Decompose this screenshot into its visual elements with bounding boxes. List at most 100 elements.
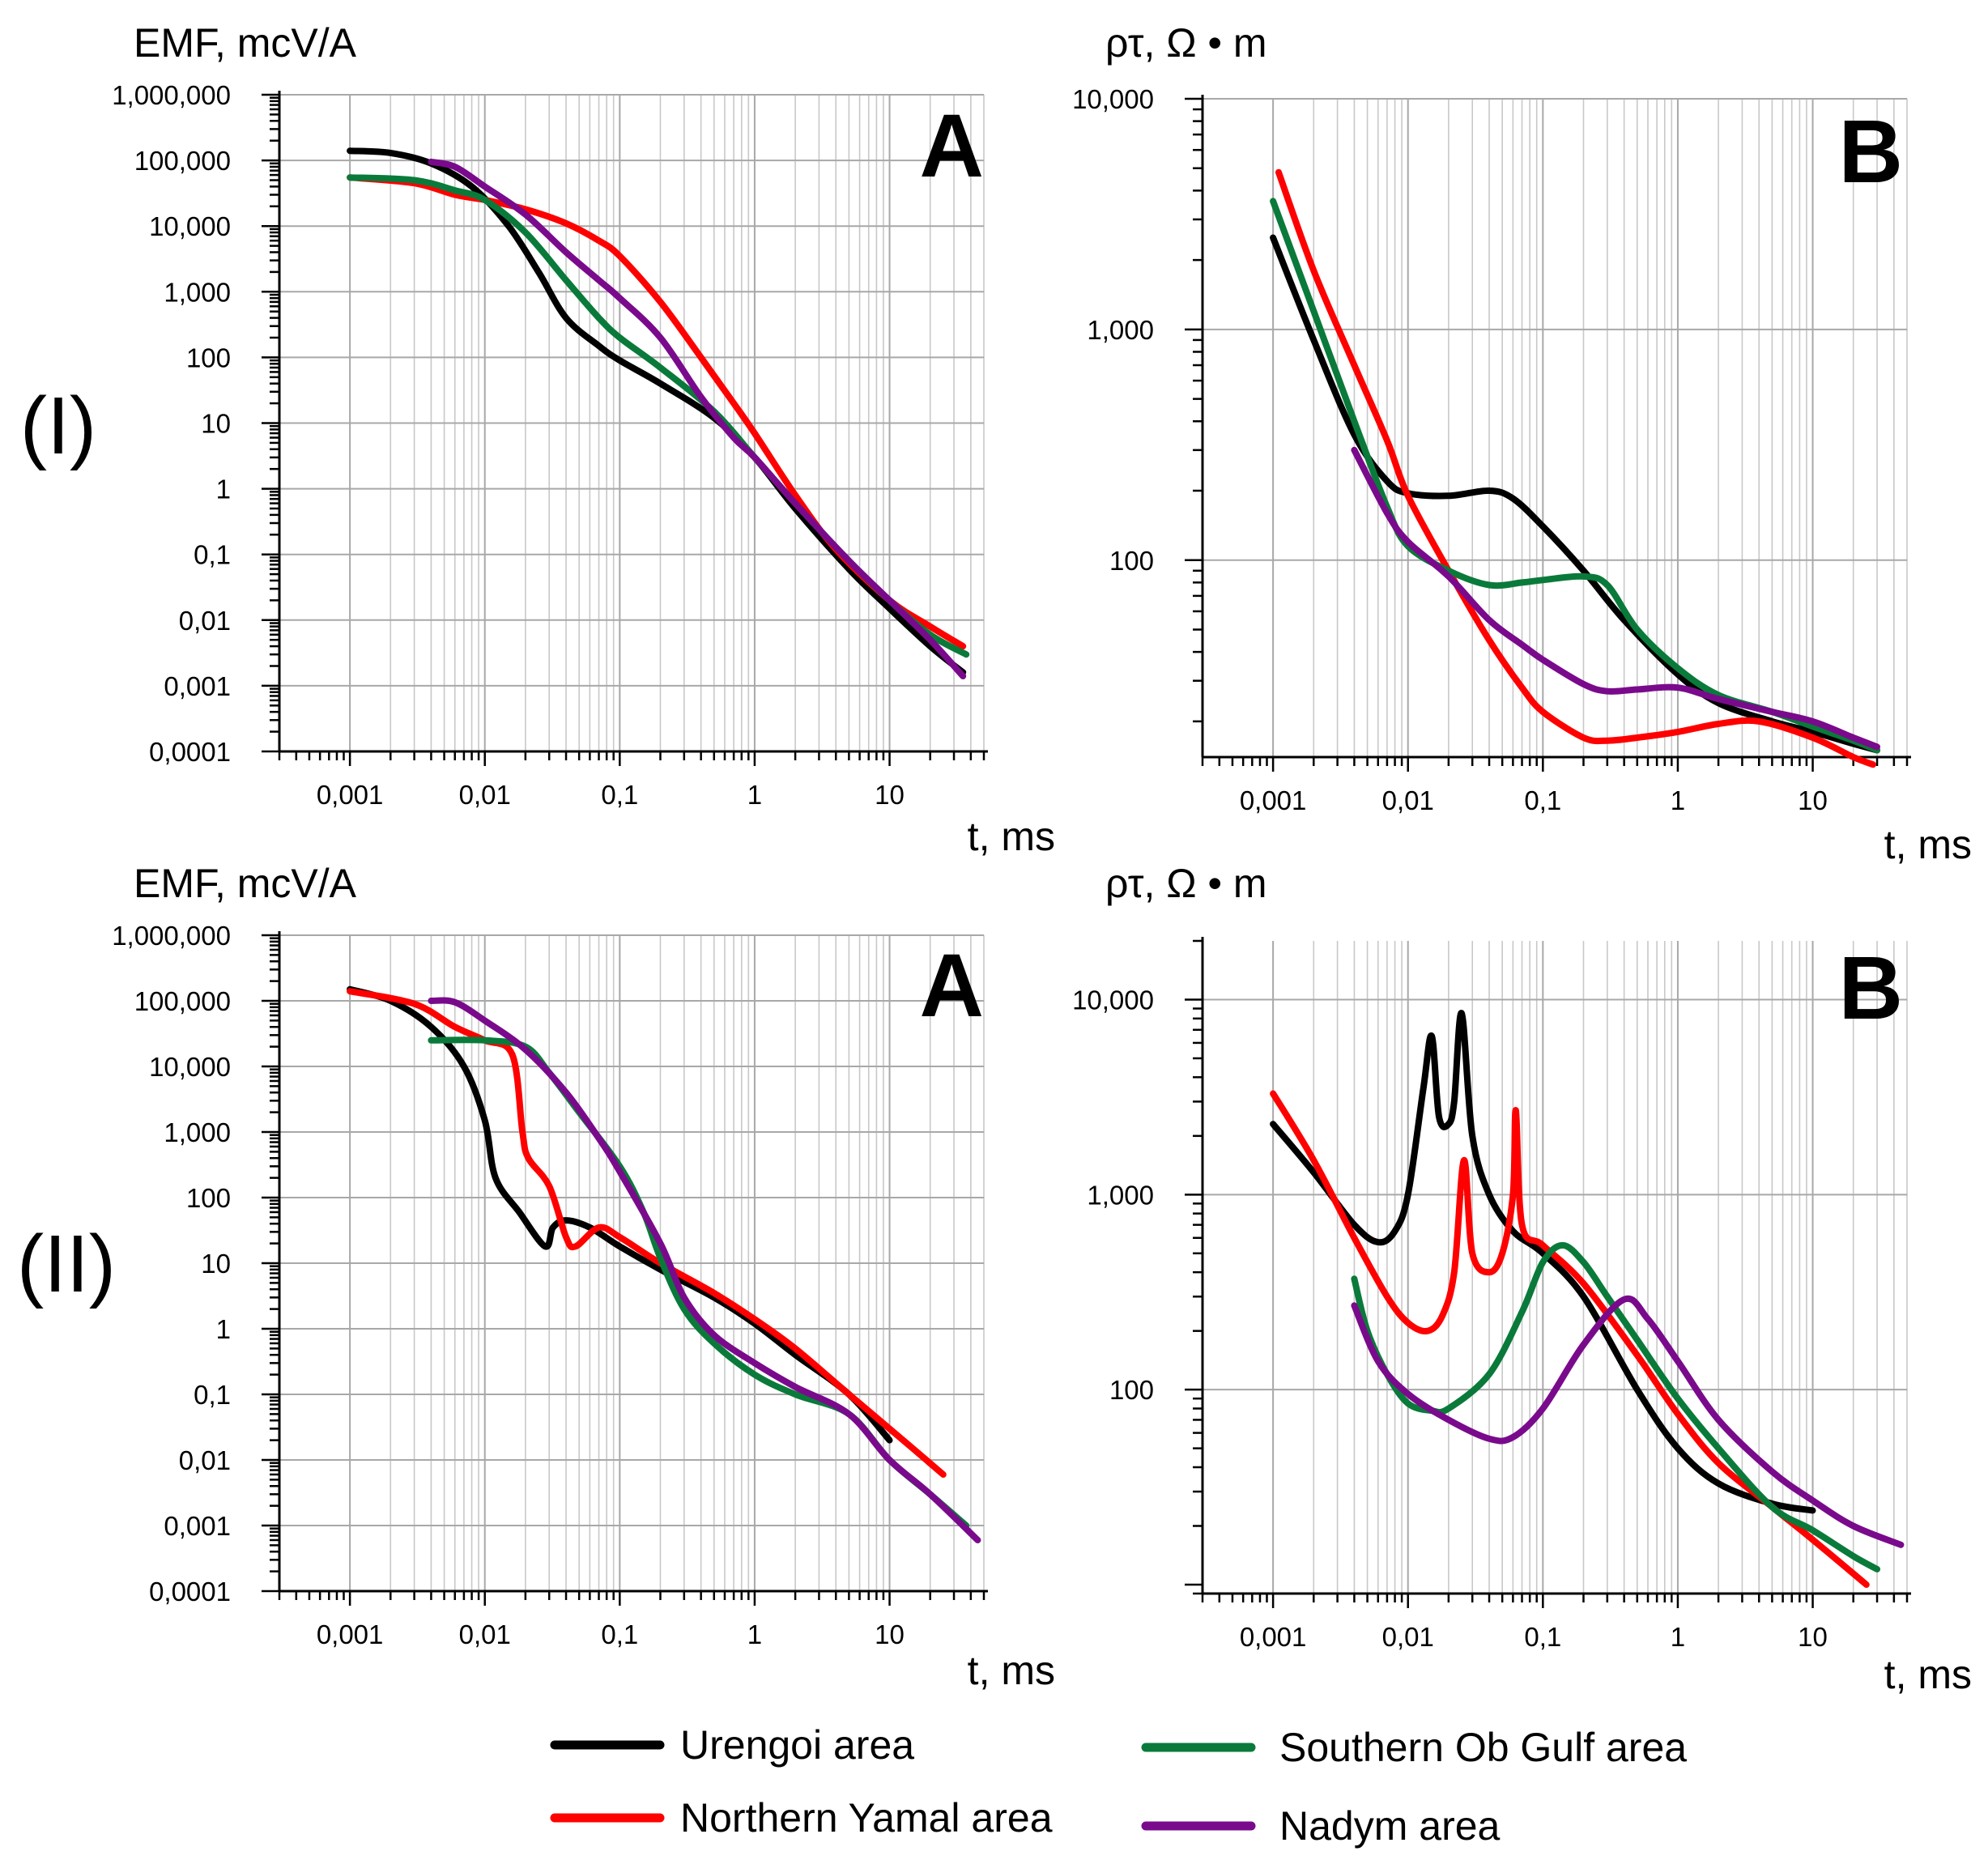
series-line-urengoi	[1270, 234, 1880, 754]
chart-series	[1270, 1010, 1905, 1588]
y-tick-label: 0,001	[164, 671, 231, 701]
x-tick-label: 10	[875, 780, 905, 810]
chart-axes: 0,001 0,01 0,1 1 10 0,0001 0,001 0,01 0,1 1 10 100 1…	[112, 921, 988, 1649]
legend-label-northern-yamal: Northern Yamal area	[680, 1795, 1053, 1841]
y-tick-label: 0,1	[194, 1380, 231, 1410]
x-tick-label: 0,1	[1524, 785, 1561, 815]
row-label-II: (II)	[17, 1219, 116, 1309]
y-axis-title: EMF, mcV/A	[134, 20, 357, 66]
x-tick-label: 1	[1671, 1622, 1685, 1652]
chart-axes: 0,001 0,01 0,1 1 10 100 1,000 10,000	[1072, 937, 1911, 1652]
series-line-nyamal	[1270, 1090, 1870, 1588]
y-tick-label: 1	[216, 475, 231, 504]
x-tick-label: 10	[1798, 785, 1828, 815]
y-tick-label: 0,0001	[149, 1577, 231, 1607]
y-tick-label: 0,01	[179, 606, 231, 636]
series-line-urengoi	[1270, 1010, 1816, 1514]
series-line-nadym	[428, 997, 981, 1543]
series-line-nadym	[428, 158, 967, 679]
y-tick-label: 1,000	[164, 277, 231, 307]
panel-letter: A	[920, 936, 984, 1036]
chart-panel-I-A: 0,001 0,01 0,1 1 10 0,0001 0,001 0,01 0,1 1 10 100 1…	[112, 20, 1055, 859]
legend-label-southern-ob-gulf: Southern Ob Gulf area	[1279, 1725, 1687, 1770]
series-line-nyamal	[347, 174, 967, 650]
chart-series	[347, 985, 981, 1543]
x-tick-label: 0,1	[601, 780, 638, 810]
x-tick-label: 0,001	[1240, 1622, 1307, 1652]
series-line-nadym	[1351, 1295, 1905, 1548]
y-axis-title: ρτ, Ω • m	[1105, 861, 1267, 906]
series-line-nyamal	[347, 988, 947, 1478]
legend-item-nadym: Nadym area	[1141, 1803, 1501, 1849]
y-tick-label: 100,000	[134, 986, 231, 1016]
y-tick-label: 1,000	[1087, 1180, 1154, 1210]
y-tick-label: 1,000,000	[112, 80, 231, 110]
y-tick-label: 10,000	[1072, 985, 1154, 1015]
legend-label-urengoi: Urengoi area	[680, 1722, 914, 1768]
y-tick-label: 100	[186, 1183, 231, 1213]
x-axis-title: t, ms	[968, 1648, 1055, 1693]
y-tick-label: 1,000	[164, 1117, 231, 1147]
chart-grid	[1203, 98, 1908, 757]
x-tick-label: 0,001	[1240, 785, 1307, 815]
legend-item-urengoi: Urengoi area	[550, 1722, 914, 1768]
y-tick-label: 0,001	[164, 1511, 231, 1541]
x-tick-label: 0,01	[459, 780, 511, 810]
chart-axes: 0,001 0,01 0,1 1 10 100 1,000 10,000	[1072, 84, 1911, 815]
x-tick-label: 0,01	[1382, 785, 1434, 815]
legend: Urengoi area Northern Yamal area Souther…	[550, 1722, 1687, 1849]
y-tick-label: 1,000,000	[112, 921, 231, 951]
y-tick-label: 0,01	[179, 1445, 231, 1475]
y-tick-label: 1,000	[1087, 315, 1154, 345]
row-label-I: (I)	[20, 381, 96, 471]
x-tick-label: 1	[747, 1619, 762, 1649]
y-tick-label: 10,000	[1072, 84, 1154, 114]
y-tick-label: 10,000	[149, 211, 231, 241]
x-axis-title: t, ms	[1884, 1652, 1972, 1697]
x-axis-title: t, ms	[968, 814, 1055, 859]
x-tick-label: 0,001	[317, 1619, 384, 1649]
x-tick-label: 0,01	[459, 1619, 511, 1649]
y-tick-label: 100,000	[134, 146, 231, 176]
y-tick-label: 10	[201, 1249, 231, 1279]
x-tick-label: 0,1	[1524, 1622, 1561, 1652]
x-tick-label: 0,1	[601, 1619, 638, 1649]
series-line-sob	[1351, 1241, 1880, 1572]
legend-item-northern-yamal: Northern Yamal area	[550, 1795, 1053, 1841]
legend-item-southern-ob-gulf: Southern Ob Gulf area	[1141, 1725, 1687, 1770]
x-tick-label: 0,001	[317, 780, 384, 810]
chart-axes: 0,001 0,01 0,1 1 10 0,0001 0,001 0,01 0,1 1 10 100 1…	[112, 80, 988, 810]
x-tick-label: 1	[747, 780, 762, 810]
y-tick-label: 10,000	[149, 1052, 231, 1082]
series-line-urengoi	[347, 147, 967, 676]
chart-series	[347, 147, 970, 679]
series-line-sob	[1270, 198, 1880, 754]
y-tick-label: 10	[201, 409, 231, 439]
series-line-nadym	[1351, 446, 1880, 751]
chart-grid	[279, 934, 985, 1592]
y-tick-label: 1	[216, 1314, 231, 1344]
chart-series	[1270, 168, 1880, 768]
x-axis-title: t, ms	[1884, 822, 1972, 867]
panel-letter: B	[1839, 102, 1903, 202]
series-line-nyamal	[1275, 168, 1876, 768]
panel-letter: B	[1839, 938, 1903, 1038]
legend-label-nadym: Nadym area	[1279, 1803, 1501, 1849]
y-axis-title: ρτ, Ω • m	[1105, 20, 1267, 66]
y-tick-label: 100	[186, 343, 231, 372]
x-tick-label: 0,01	[1382, 1622, 1434, 1652]
x-tick-label: 10	[1798, 1622, 1828, 1652]
chart-grid	[279, 94, 985, 752]
x-tick-label: 10	[875, 1619, 905, 1649]
chart-panel-II-A: 0,001 0,01 0,1 1 10 0,0001 0,001 0,01 0,1 1 10 100 1…	[112, 861, 1055, 1693]
panel-letter: A	[920, 96, 984, 196]
y-tick-label: 0,0001	[149, 737, 231, 767]
y-tick-label: 0,1	[194, 540, 231, 570]
x-tick-label: 1	[1671, 785, 1685, 815]
y-axis-title: EMF, mcV/A	[134, 861, 357, 906]
y-tick-label: 100	[1109, 546, 1154, 576]
y-tick-label: 100	[1109, 1375, 1154, 1405]
